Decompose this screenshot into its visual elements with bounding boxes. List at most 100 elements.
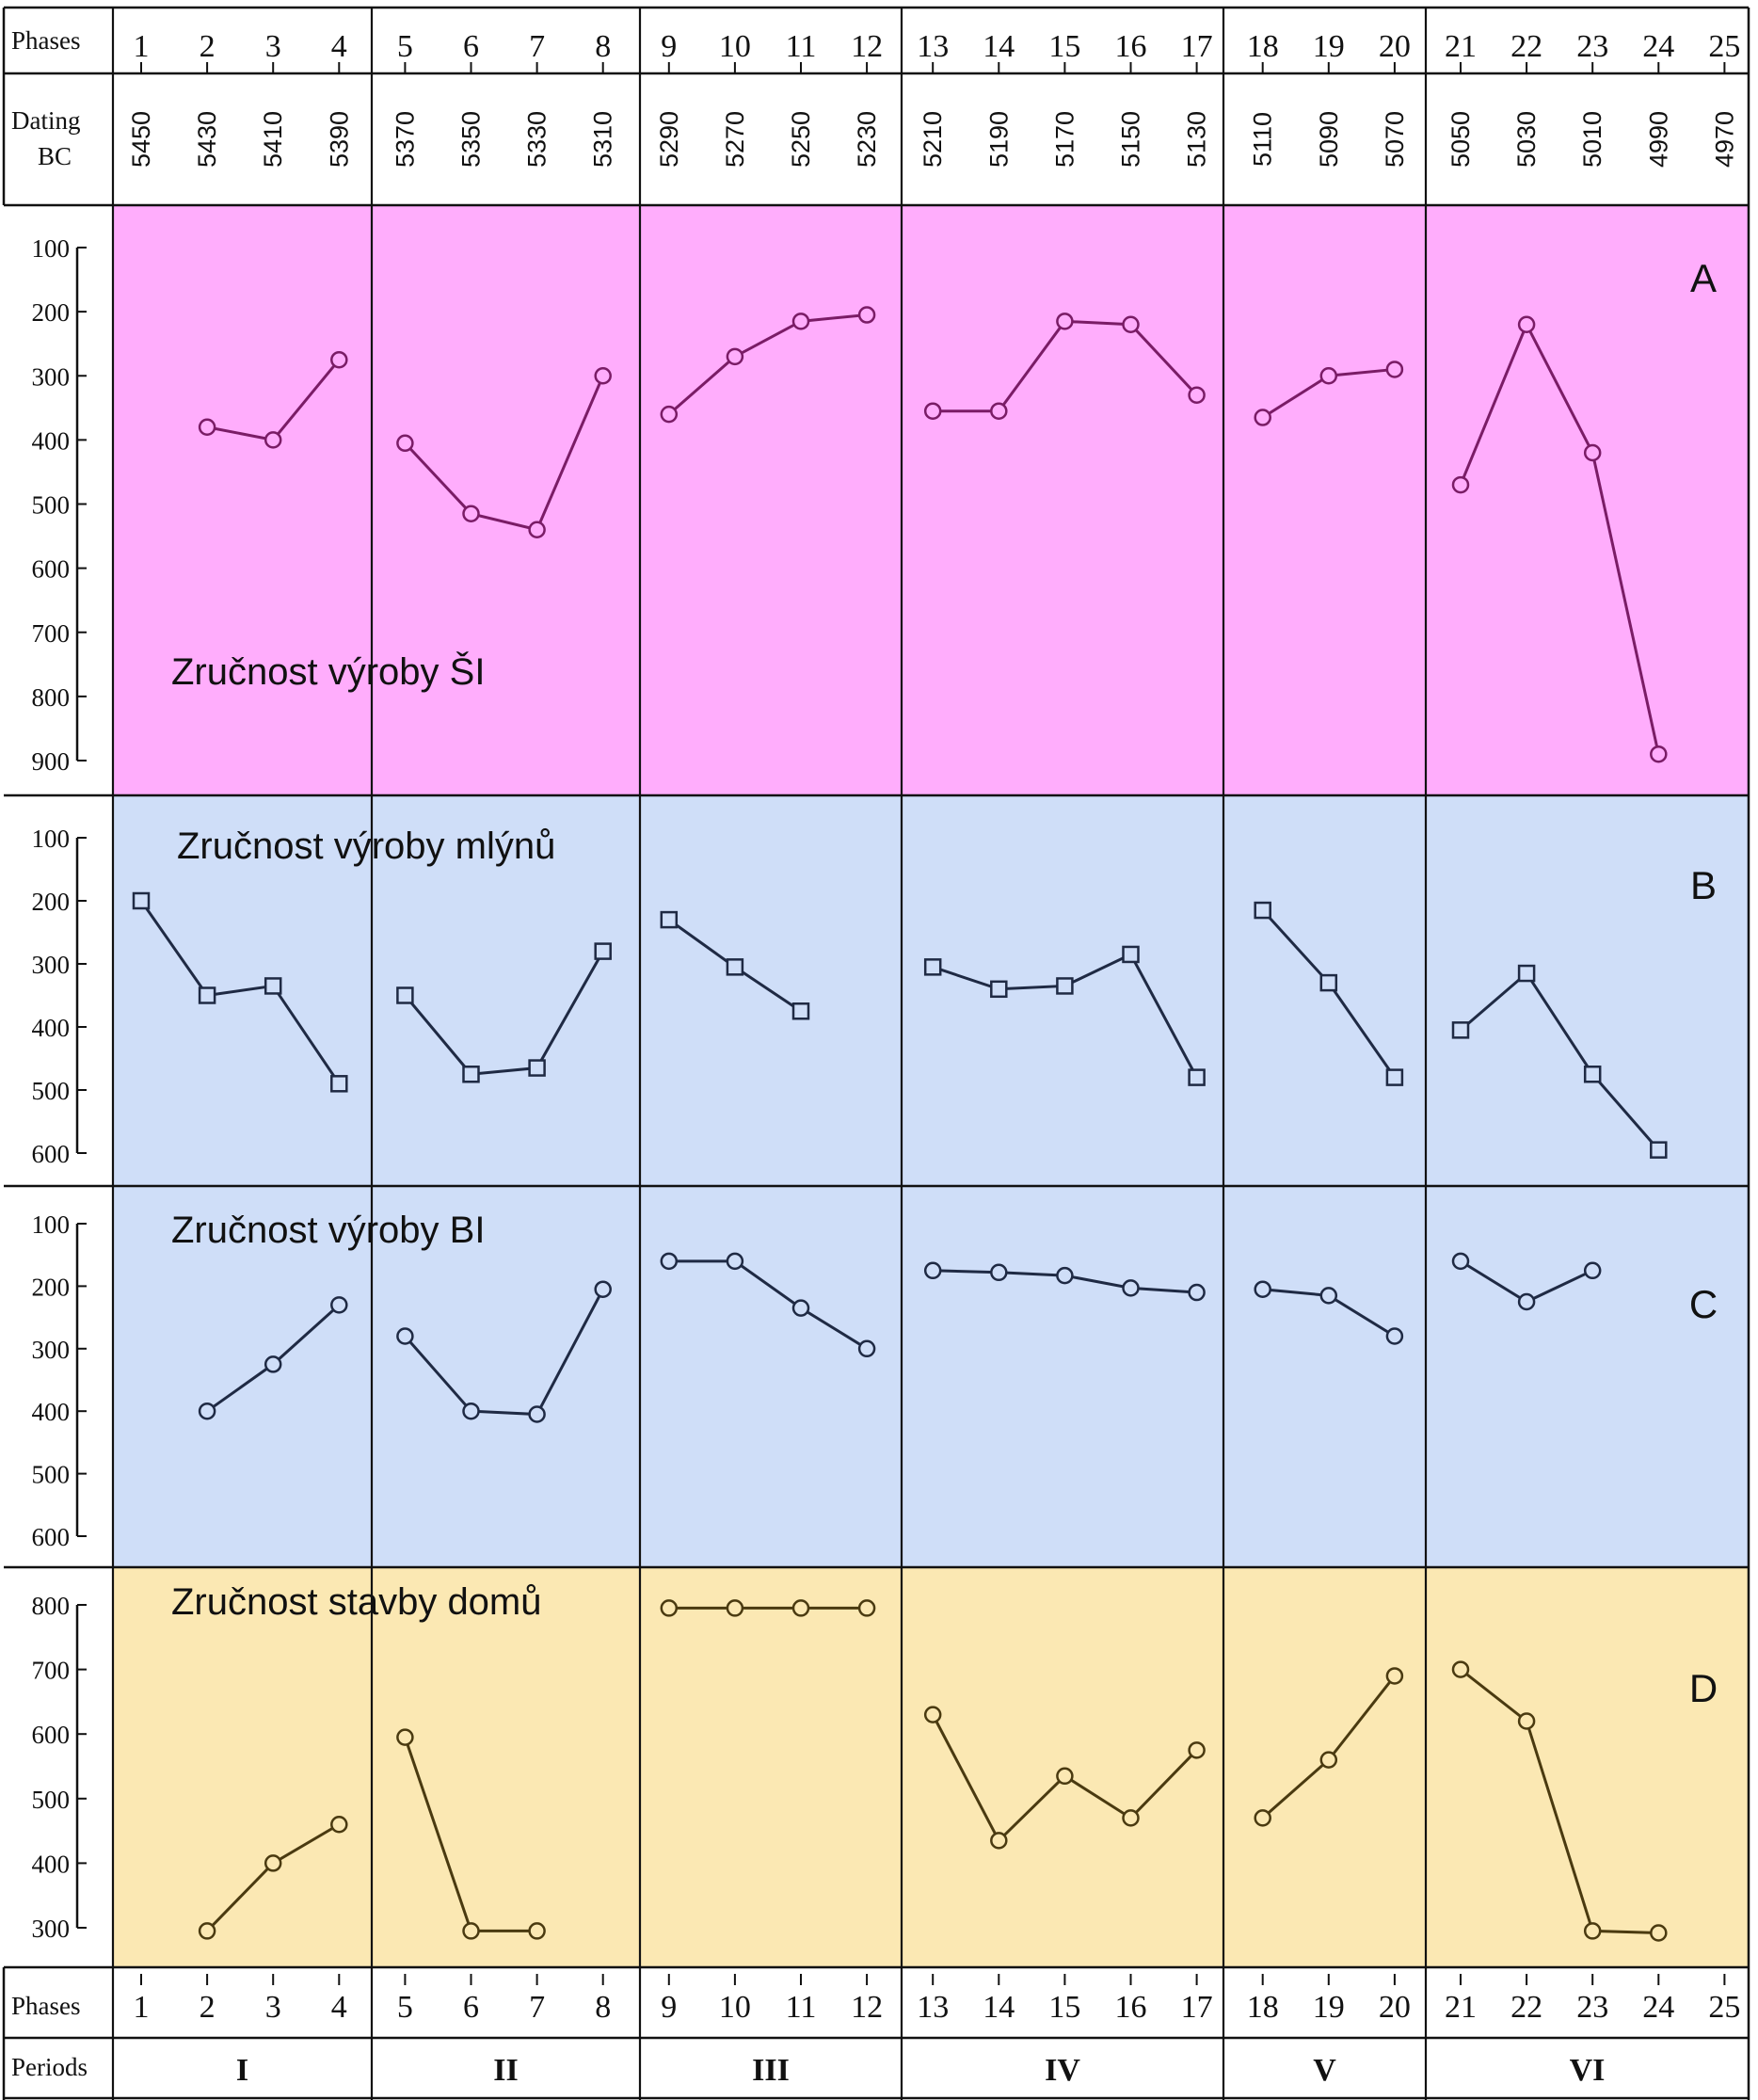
- data-point-circle: [990, 1832, 1008, 1850]
- data-point-circle: [1583, 443, 1602, 462]
- phase-number-top: 1: [134, 29, 150, 64]
- data-point-square: [462, 1066, 480, 1083]
- data-point-circle: [1385, 361, 1404, 378]
- phase-header: Phases Dating BC 1 5450 2 5430 3 5410 4 5390 5 53…: [11, 26, 1740, 170]
- data-point-circle: [396, 1327, 414, 1345]
- panels: 100 200 300 400 500 600 700 800 900 Zručnost výro…: [32, 234, 1718, 1943]
- phase-number-top: 9: [661, 29, 677, 64]
- data-point-circle: [726, 1252, 744, 1271]
- phase-number-bottom: 9: [661, 1990, 677, 2025]
- series-line-ii: [404, 950, 605, 1076]
- y-tick-label: 100: [32, 1210, 71, 1239]
- data-point-circle: [264, 431, 282, 449]
- y-tick-label: 500: [32, 491, 71, 520]
- data-point-circle: [1385, 1327, 1404, 1345]
- panel-c-background: [113, 1186, 1749, 1567]
- dating-label: 5310: [589, 111, 617, 168]
- y-tick-label: 100: [32, 234, 71, 263]
- y-tick-label: 600: [32, 1140, 71, 1168]
- panel-c: 100 200 300 400 500 600 Zručnost výroby BI C: [32, 1210, 1718, 1551]
- data-point-circle: [791, 313, 810, 330]
- data-point-circle: [857, 306, 876, 324]
- data-point-circle: [1650, 745, 1668, 763]
- data-point-circle: [857, 1599, 876, 1617]
- data-point-circle: [330, 1296, 348, 1314]
- data-point-circle: [660, 1252, 679, 1271]
- data-point-square: [1385, 1068, 1404, 1086]
- data-point-square: [1319, 973, 1338, 992]
- series-line-vi: [1459, 321, 1660, 755]
- data-point-circle: [1319, 1287, 1338, 1305]
- data-point-circle: [923, 1706, 942, 1723]
- data-point-circle: [462, 505, 480, 522]
- data-point-circle: [660, 405, 679, 424]
- data-point-circle: [1122, 1279, 1140, 1297]
- data-point-circle: [1517, 315, 1536, 333]
- data-point-circle: [990, 1263, 1008, 1282]
- phases-label-bottom: Phases: [11, 1992, 81, 2020]
- panel-letter: C: [1689, 1282, 1718, 1326]
- data-point-square: [330, 1075, 348, 1093]
- data-point-circle: [660, 1599, 679, 1617]
- phase-number-top: 18: [1247, 29, 1279, 64]
- phase-number-bottom: 10: [719, 1990, 751, 2025]
- data-point-circle: [462, 1402, 480, 1420]
- dating-label: 5290: [655, 111, 683, 168]
- panel-b-background: [113, 795, 1749, 1186]
- data-point-square: [1188, 1068, 1206, 1086]
- dating-unit-label: BC: [38, 142, 72, 170]
- data-point-circle: [990, 402, 1008, 420]
- y-tick-label: 700: [32, 619, 71, 648]
- data-point-square: [791, 1002, 810, 1020]
- data-point-circle: [923, 402, 942, 420]
- phase-number-top: 7: [529, 29, 545, 64]
- data-point-square: [264, 977, 282, 995]
- data-point-square: [1254, 901, 1271, 920]
- y-tick-label: 200: [32, 1273, 71, 1301]
- data-point-circle: [528, 521, 546, 538]
- dating-label: 5410: [259, 111, 287, 168]
- phase-number-bottom: 25: [1708, 1990, 1740, 2025]
- phase-number-bottom: 16: [1115, 1990, 1147, 2025]
- phase-number-bottom: 14: [983, 1990, 1015, 2025]
- dating-label: 4970: [1710, 111, 1738, 168]
- data-point-circle: [1517, 1292, 1536, 1311]
- data-point-circle: [1583, 1922, 1602, 1940]
- phase-number-bottom: 12: [851, 1990, 883, 2025]
- data-point-circle: [198, 1402, 216, 1420]
- series-line-iii: [667, 313, 868, 416]
- phase-number-top: 5: [397, 29, 413, 64]
- period-label-iv: IV: [1045, 2053, 1080, 2088]
- phase-number-top: 15: [1048, 29, 1080, 64]
- data-point-circle: [462, 1922, 480, 1940]
- y-tick-label: 600: [32, 1523, 71, 1551]
- panel-a: 100 200 300 400 500 600 700 800 900 Zručnost výro…: [32, 234, 1718, 776]
- panel-d: 300 400 500 600 700 800 Zručnost stavby domů D: [32, 1581, 1718, 1943]
- phase-number-top: 19: [1313, 29, 1345, 64]
- phase-number-top: 10: [719, 29, 751, 64]
- dating-label: 5330: [523, 111, 551, 168]
- y-tick-label: 400: [32, 1398, 71, 1426]
- phase-number-bottom: 19: [1313, 1990, 1345, 2025]
- phases-label: Phases: [11, 26, 81, 55]
- phase-number-top: 16: [1115, 29, 1147, 64]
- period-label-ii: II: [493, 2053, 518, 2088]
- dating-label: Dating: [11, 106, 81, 135]
- data-point-circle: [1319, 1751, 1338, 1769]
- phase-footer: Phases Periods 1 2 3 4 5 6 7 8 9 10 11 12 13 14 15 16 17…: [11, 1974, 1740, 2088]
- y-tick-label: 700: [32, 1657, 71, 1685]
- series-line-vi: [1460, 970, 1660, 1151]
- dating-label: 5030: [1512, 111, 1541, 168]
- y-tick-label: 300: [32, 951, 71, 979]
- phase-number-bottom: 17: [1181, 1990, 1213, 2025]
- data-point-square: [1056, 977, 1074, 995]
- dating-label: 5110: [1249, 112, 1277, 167]
- phase-number-bottom: 21: [1445, 1990, 1477, 2025]
- data-point-circle: [1188, 1283, 1206, 1302]
- data-point-circle: [1254, 1809, 1271, 1827]
- dating-label: 5350: [457, 111, 486, 168]
- series-line-iii: [668, 1259, 868, 1351]
- phase-number-bottom: 20: [1379, 1990, 1411, 2025]
- dating-label: 5210: [919, 111, 947, 168]
